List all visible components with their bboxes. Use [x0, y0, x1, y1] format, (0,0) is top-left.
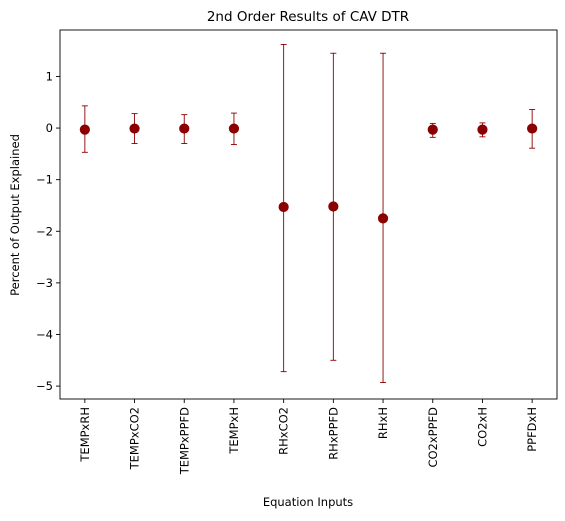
data-point [428, 125, 437, 134]
data-point [229, 124, 238, 133]
x-tick-label: TEMPxH [227, 407, 241, 455]
x-tick-label: CO2xH [475, 407, 489, 447]
x-tick-label: TEMPxPPFD [177, 407, 191, 475]
x-tick-label: TEMPxCO2 [128, 407, 142, 470]
y-tick-label: −1 [36, 173, 53, 187]
chart-title: 2nd Order Results of CAV DTR [207, 9, 409, 25]
y-tick-label: −2 [36, 224, 53, 238]
data-point [80, 125, 89, 134]
x-tick-label: RHxH [376, 407, 390, 439]
y-tick-label: 1 [46, 69, 53, 83]
data-point [130, 124, 139, 133]
plot-area: 1 0 −1 −2 −3 −4 −5 TEMPxRH TEMPxCO2 TEMPxPPFD TEMP… [36, 30, 557, 475]
y-tick-label: −5 [36, 379, 53, 393]
data-point [378, 214, 387, 223]
data-point [329, 202, 338, 211]
data-point [528, 124, 537, 133]
y-tick-label: −4 [36, 327, 53, 341]
y-axis-label: Percent of Output Explained [8, 134, 22, 296]
x-tick-label: PPFDxH [525, 407, 539, 452]
x-axis-label: Equation Inputs [263, 495, 353, 509]
data-point [180, 124, 189, 133]
y-tick-label: 0 [46, 121, 53, 135]
data-point [279, 202, 288, 211]
x-tick-label: RHxCO2 [277, 407, 291, 455]
data-point [478, 125, 487, 134]
y-tick-label: −3 [36, 276, 53, 290]
x-tick-label: TEMPxRH [78, 407, 92, 463]
x-tick-label: CO2xPPFD [426, 407, 440, 468]
axes-frame [60, 30, 557, 399]
x-tick-label: RHxPPFD [326, 407, 340, 460]
